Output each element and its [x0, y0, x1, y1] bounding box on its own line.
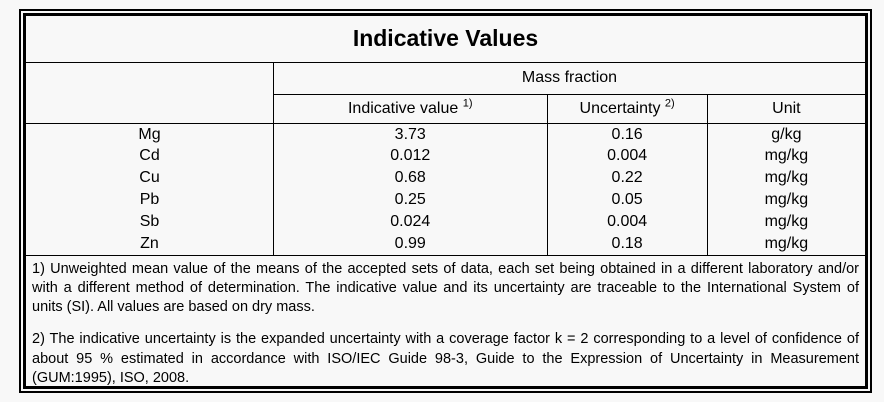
footnote-2-reference: 2): [664, 97, 675, 110]
indicative-value: 0.68: [273, 167, 547, 189]
uncertainty-value: 0.22: [546, 167, 708, 189]
group-header-row: Mass fraction: [26, 62, 865, 124]
unit-value: g/kg: [706, 123, 865, 145]
unit-value: mg/kg: [706, 233, 865, 255]
element-symbol: Cu: [139, 169, 160, 187]
unit-value: mg/kg: [706, 145, 865, 167]
table-row: Pb 0.25 0.05 mg/kg: [26, 189, 865, 211]
table-row: Mg 3.73 0.16 g/kg: [26, 123, 865, 145]
table-inner-frame: Indicative Values Mass fraction Indicati…: [23, 13, 868, 394]
unit-value: mg/kg: [706, 167, 865, 189]
table-row: Cu 0.68 0.22 mg/kg: [26, 167, 865, 189]
element-symbol: Sb: [139, 213, 160, 231]
unit-header: Unit: [706, 94, 865, 124]
indicative-value-header-label: Indicative value: [347, 99, 459, 117]
sub-header-row: Indicative value 1) Uncertainty 2) Unit: [26, 94, 865, 124]
uncertainty-value: 0.18: [546, 233, 708, 255]
table-row: Cd 0.012 0.004 mg/kg: [26, 145, 865, 167]
element-column-header-empty: [26, 62, 274, 124]
mass-fraction-header: Mass fraction: [273, 62, 865, 95]
table-title: Indicative Values: [26, 16, 865, 63]
indicative-value: 0.25: [273, 189, 547, 211]
table-row: Sb 0.024 0.004 mg/kg: [26, 211, 865, 233]
footnote-1: 1) Unweighted mean value of the means of…: [32, 260, 859, 316]
footnotes-section: 1) Unweighted mean value of the means of…: [26, 254, 865, 394]
uncertainty-value: 0.16: [546, 123, 708, 145]
footnote-1-reference: 1): [462, 97, 473, 110]
uncertainty-header-label: Uncertainty: [579, 99, 661, 117]
indicative-value: 0.99: [273, 233, 547, 255]
indicative-value-header: Indicative value 1): [273, 94, 547, 124]
footnote-2: 2) The indicative uncertainty is the exp…: [32, 331, 859, 386]
table-row: Zn 0.99 0.18 mg/kg: [26, 233, 865, 255]
indicative-value: 0.012: [273, 145, 547, 167]
indicative-value: 0.024: [273, 211, 547, 233]
table-outer-frame: Indicative Values Mass fraction Indicati…: [19, 9, 872, 394]
unit-value: mg/kg: [706, 189, 865, 211]
element-symbol: Pb: [139, 191, 160, 209]
uncertainty-header: Uncertainty 2): [546, 94, 708, 124]
indicative-value: 3.73: [273, 123, 547, 145]
element-symbol: Zn: [140, 235, 159, 253]
footnotes-row: 1) Unweighted mean value of the means of…: [26, 254, 865, 394]
uncertainty-value: 0.004: [546, 211, 708, 233]
title-row: Indicative Values: [26, 16, 865, 63]
unit-value: mg/kg: [706, 211, 865, 233]
uncertainty-value: 0.05: [546, 189, 708, 211]
element-symbol: Mg: [138, 125, 161, 143]
element-symbol: Cd: [139, 147, 160, 165]
uncertainty-value: 0.004: [546, 145, 708, 167]
indicative-values-table: Indicative Values Mass fraction Indicati…: [26, 16, 865, 394]
